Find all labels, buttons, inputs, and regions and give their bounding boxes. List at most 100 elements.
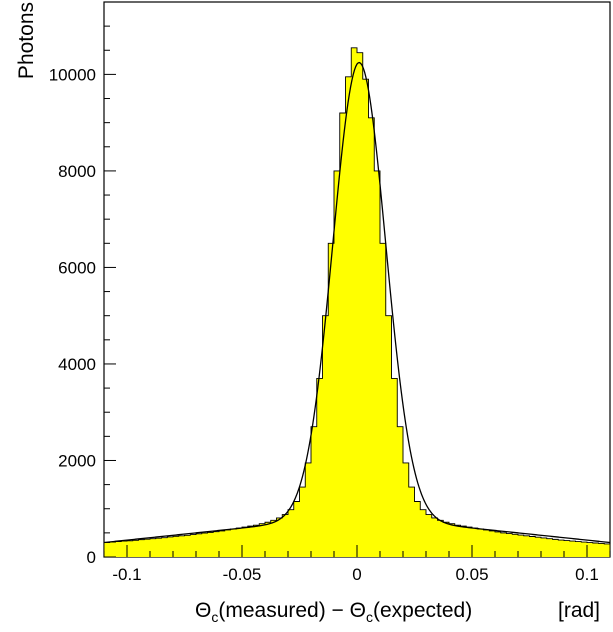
histogram-bin (213, 531, 220, 557)
y-tick-label: 6000 (58, 258, 96, 277)
x-tick-label: 0.1 (575, 565, 599, 584)
histogram-bin (357, 52, 364, 557)
histogram-bin (138, 539, 145, 557)
histogram-bin (500, 532, 507, 557)
histogram-bin (604, 543, 611, 557)
histogram-bin (431, 517, 438, 557)
histogram-bin (115, 541, 122, 557)
histogram-bin (541, 537, 548, 557)
histogram-bin (230, 529, 237, 557)
x-title-part-1: (measured) − (218, 599, 349, 622)
histogram-bin (472, 528, 479, 557)
x-title-theta-1: Θ (195, 599, 211, 622)
histogram-bin (184, 535, 191, 557)
histogram-bin (454, 525, 461, 557)
histogram-bin (437, 520, 444, 557)
histogram-bin (178, 535, 185, 557)
histogram-bin (316, 378, 323, 557)
histogram-bin (104, 542, 111, 557)
fit-curve (103, 61, 611, 544)
histogram-bin (196, 533, 203, 557)
histogram-bin (328, 243, 335, 557)
histogram-bin (558, 540, 565, 557)
histogram-bin (293, 501, 300, 557)
histogram-bin (121, 541, 128, 557)
histogram-bin (345, 76, 352, 557)
x-tick-label: -0.05 (223, 565, 262, 584)
histogram-bin (127, 540, 134, 557)
histogram-bin (288, 509, 295, 557)
y-tick-label: 10000 (49, 65, 96, 84)
histogram-bin (523, 535, 530, 557)
histogram-bin (385, 315, 392, 557)
histogram-bin (466, 527, 473, 557)
histogram-bin (477, 529, 484, 557)
histogram-bin (242, 527, 249, 557)
histogram-bin (339, 113, 346, 557)
histogram-bin (552, 539, 559, 557)
histogram-bin (506, 533, 513, 557)
histogram-bin (598, 543, 605, 557)
histogram-bin (426, 514, 433, 557)
fit-line (103, 61, 611, 544)
x-title-theta-2: Θ (350, 599, 366, 622)
histogram-bin (403, 462, 410, 557)
y-tick-label: 0 (87, 548, 96, 567)
histogram-bin (201, 533, 208, 557)
histogram-bin (311, 426, 318, 557)
histogram-bin (449, 523, 456, 557)
histogram-bin (443, 522, 450, 557)
histogram-bin (575, 541, 582, 557)
histogram-bin (535, 537, 542, 557)
histogram-bin (592, 543, 599, 557)
histogram-step-line (103, 47, 611, 557)
histogram-bin (587, 542, 594, 557)
histogram-bin (161, 537, 168, 557)
histogram-bin (489, 530, 496, 557)
histogram-bin (132, 540, 139, 557)
histogram-bin (518, 535, 525, 557)
x-axis-ticks: -0.1 -0.05 0 0.05 0.1 (103, 545, 611, 584)
x-axis-title: Θc(measured) − Θc(expected) (195, 599, 472, 625)
histogram-bin (546, 538, 553, 557)
histogram-bars (104, 47, 611, 558)
histogram-bin (397, 426, 404, 557)
histogram-bin (236, 528, 243, 557)
y-axis-ticks: 0 2000 4000 6000 8000 10000 (49, 1, 116, 567)
histogram-bin (305, 462, 312, 557)
histogram-bin (109, 542, 116, 557)
histogram-bin (265, 522, 272, 557)
x-title-part-2: (expected) (373, 599, 472, 622)
histogram-bin (167, 536, 174, 557)
histogram-bin (483, 529, 490, 557)
histogram-bin (207, 532, 214, 557)
histogram-bin (391, 378, 398, 557)
histogram-bin (362, 79, 369, 557)
histogram-bin (460, 526, 467, 557)
histogram-bin (155, 538, 162, 557)
histogram-bin (224, 529, 231, 557)
histogram-bin (408, 487, 415, 557)
histogram-bin (420, 509, 427, 557)
histogram-bin (270, 520, 277, 557)
histogram-bin (569, 541, 576, 557)
x-title-sub-1: c (211, 609, 218, 625)
histogram-bin (299, 487, 306, 557)
histogram-bin (351, 47, 358, 557)
x-tick-label: -0.1 (112, 565, 141, 584)
histogram-bin (190, 534, 197, 557)
histogram-bin (150, 538, 157, 557)
histogram-bin (334, 170, 341, 558)
histogram-bin (581, 542, 588, 557)
histogram-bin (414, 501, 421, 557)
histogram-bin (247, 526, 254, 557)
histogram-bin (173, 536, 180, 557)
histogram-bin (282, 514, 289, 557)
histogram-bin (144, 539, 151, 557)
histogram-bin (380, 243, 387, 557)
histogram-bin (564, 540, 571, 557)
x-axis-unit: [rad] (558, 599, 600, 622)
histogram-bin (374, 170, 381, 558)
histogram-outline (103, 47, 611, 557)
